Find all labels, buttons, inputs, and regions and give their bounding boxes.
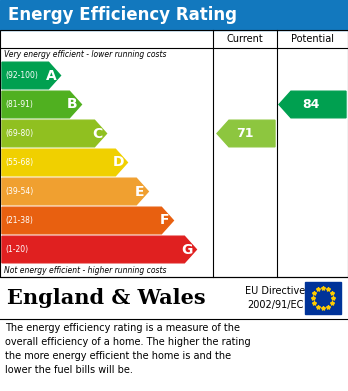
Text: D: D	[113, 156, 124, 170]
Text: (81-91): (81-91)	[5, 100, 33, 109]
Text: (92-100): (92-100)	[5, 71, 38, 80]
Text: A: A	[46, 68, 57, 83]
Text: Potential: Potential	[291, 34, 334, 44]
Text: The energy efficiency rating is a measure of the
overall efficiency of a home. T: The energy efficiency rating is a measur…	[5, 323, 251, 375]
Text: (21-38): (21-38)	[5, 216, 33, 225]
Polygon shape	[2, 91, 81, 118]
Text: Not energy efficient - higher running costs: Not energy efficient - higher running co…	[4, 266, 166, 275]
Text: Current: Current	[227, 34, 263, 44]
Polygon shape	[2, 149, 127, 176]
Polygon shape	[279, 91, 346, 118]
Polygon shape	[2, 207, 173, 234]
Text: E: E	[135, 185, 144, 199]
Polygon shape	[2, 178, 148, 205]
Bar	[0, 0, 348, 30]
Text: England & Wales: England & Wales	[7, 288, 206, 308]
Text: 2002/91/EC: 2002/91/EC	[247, 300, 303, 310]
Bar	[0, 277, 348, 319]
Polygon shape	[2, 62, 61, 89]
Polygon shape	[2, 120, 106, 147]
Text: C: C	[93, 127, 103, 140]
Polygon shape	[217, 120, 275, 147]
Text: G: G	[182, 242, 193, 256]
Text: Very energy efficient - lower running costs: Very energy efficient - lower running co…	[4, 50, 166, 59]
Text: 84: 84	[303, 98, 320, 111]
Bar	[305, 282, 341, 314]
Text: EU Directive: EU Directive	[245, 286, 305, 296]
Text: 71: 71	[236, 127, 254, 140]
Text: F: F	[160, 213, 169, 228]
Text: (1-20): (1-20)	[5, 245, 28, 254]
Text: Energy Efficiency Rating: Energy Efficiency Rating	[8, 6, 237, 24]
Text: B: B	[67, 97, 78, 111]
Polygon shape	[2, 236, 196, 263]
Text: (69-80): (69-80)	[5, 129, 33, 138]
Text: (39-54): (39-54)	[5, 187, 33, 196]
Bar	[0, 30, 348, 277]
Text: (55-68): (55-68)	[5, 158, 33, 167]
